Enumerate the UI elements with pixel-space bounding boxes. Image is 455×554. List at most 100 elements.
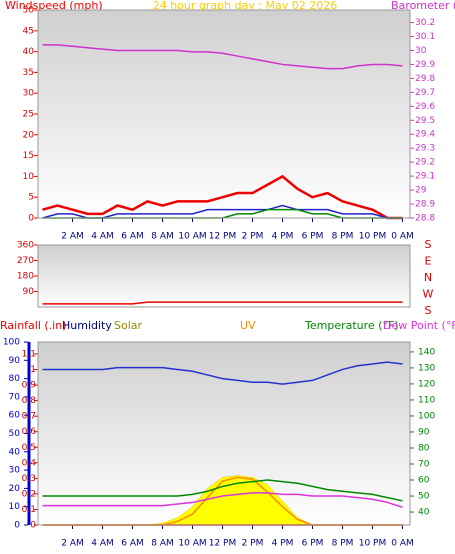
y2-tick-label: 30	[415, 46, 427, 56]
x-tick-label: 6 AM	[121, 539, 144, 549]
y2-tick-label: 29	[415, 186, 427, 196]
y2-tick-label: 50	[418, 492, 430, 502]
x-tick-label: 6 AM	[121, 232, 144, 242]
plot-area	[38, 245, 410, 307]
x-tick-label: 10 AM	[178, 232, 206, 242]
y-tick-label: 45	[23, 26, 34, 36]
y-tick-label: 40	[23, 47, 35, 57]
x-tick-label: 4 PM	[272, 539, 294, 549]
series-label: Windspeed (mph)	[5, 0, 103, 12]
y-tick-label: 10	[9, 502, 21, 512]
x-tick-label: 12 PM	[209, 539, 237, 549]
series-label: Dew Point (°F)	[383, 319, 455, 332]
y3-tick-label: 0.2	[22, 489, 36, 499]
x-tick-label: 6 PM	[302, 539, 324, 549]
x-tick-label: 10 PM	[359, 539, 387, 549]
x-tick-label: 8 AM	[151, 539, 174, 549]
y2-tick-label: 70	[418, 460, 430, 470]
y2-tick-label: 40	[418, 508, 430, 518]
x-tick-label: 2 PM	[242, 232, 264, 242]
y-tick-label: 35	[23, 68, 34, 78]
series-line	[42, 479, 403, 502]
y-tick-label: 180	[17, 272, 34, 282]
y-tick-label: 270	[17, 256, 34, 266]
x-tick-label: 10 AM	[178, 539, 206, 549]
y2-tick-label: 29.7	[415, 88, 435, 98]
y3-tick-label: 0.7	[22, 412, 36, 422]
x-tick-label: 4 AM	[91, 232, 114, 242]
y2-tick-label: 110	[418, 395, 435, 405]
y-tick-label: 80	[9, 374, 21, 384]
y-tick-label: 90	[23, 287, 35, 297]
y-tick-label: 5	[28, 193, 34, 203]
y3-tick-label: 1.1	[22, 349, 36, 359]
y2-tick-label: 90	[418, 427, 430, 437]
y-tick-label: 100	[3, 338, 20, 348]
compass-label: S	[425, 238, 432, 251]
y-tick-label: 20	[9, 484, 21, 494]
y3-tick-label: 1	[30, 365, 36, 375]
x-tick-label: 8 PM	[332, 539, 354, 549]
series-line	[42, 361, 403, 385]
y2-tick-label: 60	[418, 476, 430, 486]
y2-tick-label: 29.3	[415, 144, 435, 154]
y-tick-label: 0	[28, 214, 34, 224]
series-line	[42, 301, 403, 305]
series-line	[42, 174, 403, 220]
y-tick-label: 15	[23, 151, 34, 161]
series-label: Temperature (°F)	[304, 319, 399, 332]
compass-label: W	[423, 288, 434, 301]
y-tick-label: 20	[23, 130, 35, 140]
y-tick-label: 50	[23, 6, 35, 16]
series-line	[42, 492, 403, 508]
y-tick-label: 70	[9, 392, 21, 402]
y3-tick-label: 0.8	[22, 396, 37, 406]
series-label: UV	[240, 319, 256, 332]
x-tick-label: 2 AM	[61, 539, 84, 549]
y-tick-label: 40	[9, 447, 21, 457]
y2-tick-label: 29.9	[415, 60, 435, 70]
y2-tick-label: 100	[418, 411, 435, 421]
y2-tick-label: 29.8	[415, 74, 435, 84]
compass-label: S	[425, 304, 432, 317]
y3-tick-label: 0	[30, 521, 36, 531]
y2-tick-label: 130	[418, 363, 435, 373]
y3-tick-label: 0.5	[22, 443, 36, 453]
y-tick-label: 30	[23, 89, 35, 99]
y-tick-label: 25	[23, 110, 34, 120]
x-tick-label: 4 AM	[91, 539, 114, 549]
x-tick-label: 2 AM	[61, 232, 84, 242]
y2-tick-label: 140	[418, 347, 435, 357]
chart-title: 24 hour graph day : May 02 2026	[153, 0, 338, 12]
y2-tick-label: 29.1	[415, 172, 435, 182]
x-tick-label: 4 PM	[272, 232, 294, 242]
series-label: Barometer (.in)	[391, 0, 455, 12]
x-tick-label: 0 AM	[391, 539, 414, 549]
plot-frame	[37, 341, 411, 526]
y-tick-label: 50	[9, 429, 21, 439]
y2-tick-label: 29.6	[415, 102, 435, 112]
x-tick-label: 8 AM	[151, 232, 174, 242]
x-tick-label: 12 PM	[209, 232, 237, 242]
y2-tick-label: 30.1	[415, 32, 435, 42]
y3-tick-label: 0.4	[22, 458, 37, 468]
y-tick-label: 360	[17, 241, 34, 251]
plot-area	[38, 10, 410, 218]
y-tick-label: 60	[9, 411, 21, 421]
x-tick-label: 0 AM	[391, 232, 414, 242]
compass-label: N	[424, 271, 432, 284]
y2-tick-label: 28.8	[415, 214, 435, 224]
series-label: Rainfall (.in)	[0, 319, 67, 332]
y2-tick-label: 29.5	[415, 116, 435, 126]
series-line	[42, 44, 403, 70]
y2-tick-label: 28.9	[415, 200, 435, 210]
compass-label: E	[425, 255, 432, 268]
plot-frame	[37, 244, 411, 308]
y3-tick-label: 0.6	[22, 427, 37, 437]
y-tick-label: 10	[23, 172, 35, 182]
plot-frame	[37, 9, 411, 219]
series-label: Humidity	[62, 319, 112, 332]
y2-tick-label: 120	[418, 379, 435, 389]
y2-tick-label: 29.4	[415, 130, 435, 140]
